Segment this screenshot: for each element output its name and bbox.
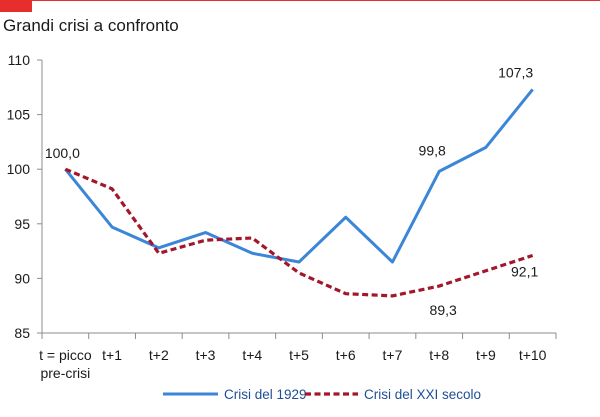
x-tick-label: t+9 — [476, 347, 496, 363]
x-tick-label: t = picco pre-crisi — [39, 347, 92, 381]
series-line-xxi — [64, 167, 534, 298]
x-tick-label: t+10 — [519, 347, 547, 363]
legend-label: Crisi del XXI secolo — [364, 387, 481, 402]
chart-title: Grandi crisi a confronto — [3, 16, 179, 35]
x-tick-label: t+4 — [242, 347, 262, 363]
brand-tab — [0, 0, 32, 12]
y-tick-label: 105 — [7, 107, 31, 123]
data-label: 100,0 — [45, 145, 80, 161]
legend-label: Crisi del 1929 — [224, 387, 307, 402]
data-label: 92,1 — [511, 263, 538, 279]
data-label: 107,3 — [498, 64, 533, 80]
y-tick-label: 110 — [8, 52, 31, 68]
x-tick-label: t+8 — [429, 347, 449, 363]
x-tick-label: t+1 — [102, 347, 122, 363]
x-tick-label: t+6 — [336, 347, 356, 363]
y-tick-label: 95 — [14, 216, 30, 232]
data-label: 89,3 — [430, 302, 457, 318]
data-label: 99,8 — [419, 142, 446, 158]
y-tick-label: 100 — [7, 161, 31, 177]
x-tick-label: t+3 — [196, 347, 216, 363]
y-tick-label: 85 — [14, 325, 30, 341]
x-tick-label: t+2 — [149, 347, 169, 363]
series-line-1929 — [64, 88, 534, 264]
x-tick-label: t+5 — [289, 347, 309, 363]
x-tick-label: t+7 — [383, 347, 403, 363]
header-rule — [0, 0, 600, 1]
y-tick-label: 90 — [14, 270, 30, 286]
